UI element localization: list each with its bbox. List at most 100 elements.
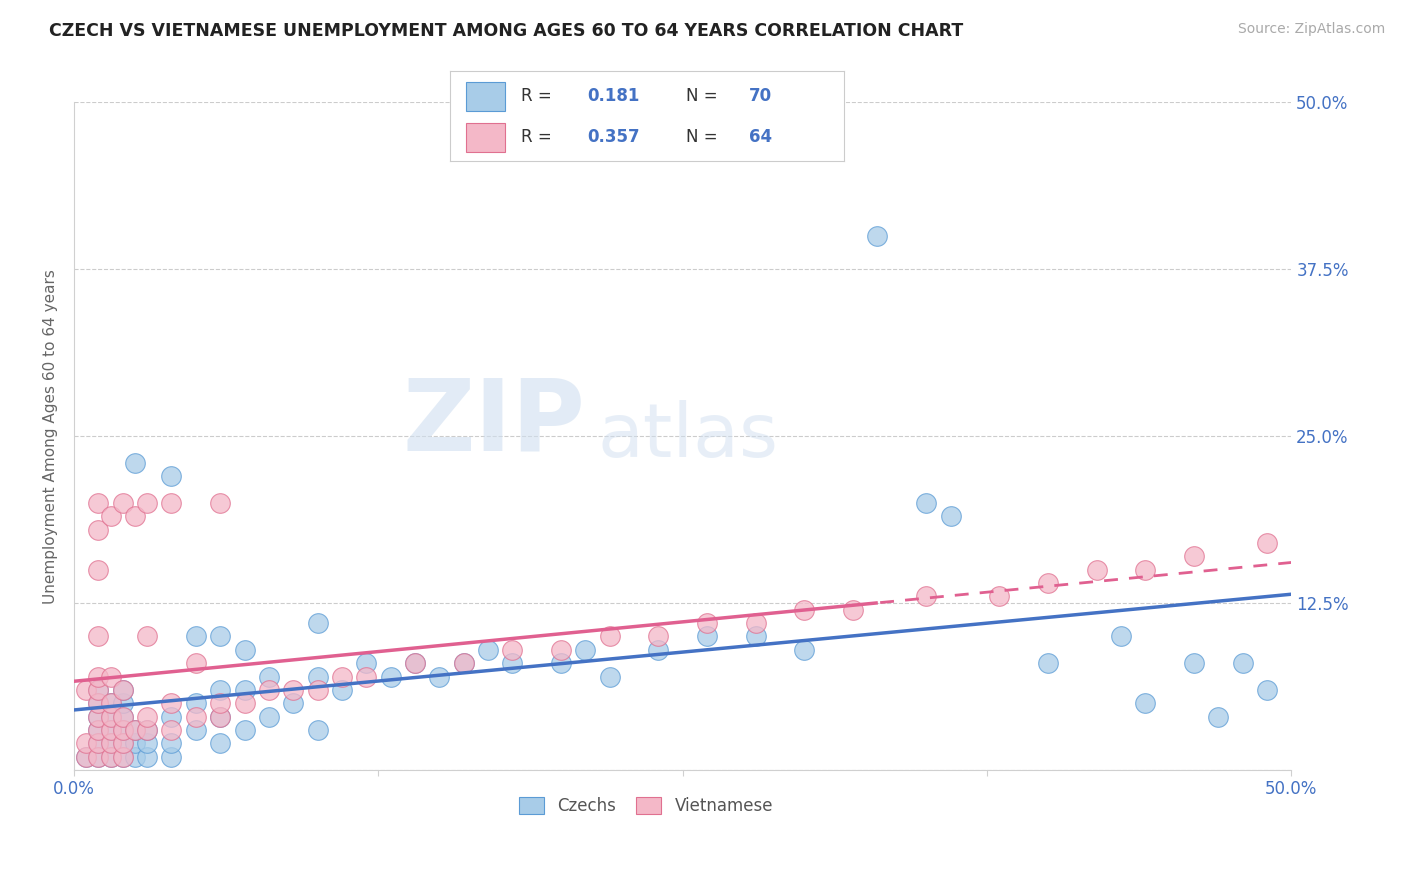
Point (160, 469, 183, 483)
Point (647, 642, 669, 657)
Point (1182, 656, 1205, 670)
Point (87, 696, 110, 710)
Point (209, 496, 232, 510)
Point (87, 563, 110, 577)
Point (100, 723, 122, 737)
Point (1085, 563, 1108, 577)
Point (100, 696, 122, 710)
Y-axis label: Unemployment Among Ages 60 to 64 years: Unemployment Among Ages 60 to 64 years (44, 268, 58, 604)
Point (1182, 549, 1205, 564)
Point (87, 669, 110, 683)
Point (696, 630, 718, 644)
Point (257, 669, 280, 683)
Point (184, 630, 207, 644)
Point (111, 723, 134, 737)
Point (988, 590, 1011, 604)
Point (599, 669, 621, 683)
Point (100, 749, 122, 764)
Bar (465, 82, 505, 111)
Point (550, 642, 572, 657)
Point (233, 682, 256, 697)
Text: R =: R = (520, 87, 557, 105)
Point (745, 616, 768, 631)
Point (136, 496, 159, 510)
Point (160, 723, 183, 737)
Text: 0.357: 0.357 (588, 128, 640, 146)
Point (100, 736, 122, 750)
Point (283, 682, 305, 697)
Point (380, 669, 402, 683)
Point (453, 656, 475, 670)
Point (184, 723, 207, 737)
Point (209, 709, 232, 723)
Point (233, 723, 256, 737)
Point (75, 682, 97, 697)
Point (330, 669, 353, 683)
Point (111, 682, 134, 697)
Point (111, 749, 134, 764)
Point (477, 642, 499, 657)
Point (404, 656, 426, 670)
Point (124, 509, 146, 524)
Point (87, 709, 110, 723)
Point (1256, 536, 1278, 550)
Point (745, 630, 768, 644)
Point (647, 630, 669, 644)
Point (307, 669, 329, 683)
Point (1208, 709, 1230, 723)
Bar (465, 123, 505, 152)
Point (160, 749, 183, 764)
Point (307, 723, 329, 737)
Point (124, 736, 146, 750)
Point (87, 682, 110, 697)
Text: Source: ZipAtlas.com: Source: ZipAtlas.com (1237, 22, 1385, 37)
Point (136, 749, 159, 764)
Point (111, 749, 134, 764)
Point (330, 682, 353, 697)
Point (233, 642, 256, 657)
Point (111, 709, 134, 723)
Point (842, 603, 865, 617)
Point (111, 496, 134, 510)
Text: 0.181: 0.181 (588, 87, 640, 105)
Point (1256, 682, 1278, 697)
Point (100, 509, 122, 524)
Point (160, 736, 183, 750)
Point (257, 682, 280, 697)
Point (915, 590, 938, 604)
Point (233, 696, 256, 710)
Text: N =: N = (686, 87, 723, 105)
Point (111, 723, 134, 737)
Point (87, 709, 110, 723)
Point (939, 509, 962, 524)
Point (184, 696, 207, 710)
Point (136, 723, 159, 737)
Point (184, 709, 207, 723)
Point (209, 682, 232, 697)
Text: ZIP: ZIP (402, 375, 585, 471)
Point (136, 709, 159, 723)
Point (87, 723, 110, 737)
Point (354, 669, 377, 683)
Point (209, 630, 232, 644)
Point (75, 736, 97, 750)
Point (209, 736, 232, 750)
Point (501, 656, 523, 670)
Point (696, 616, 718, 631)
Point (100, 709, 122, 723)
Text: 64: 64 (749, 128, 772, 146)
Point (160, 709, 183, 723)
Point (87, 749, 110, 764)
Point (550, 656, 572, 670)
Point (136, 723, 159, 737)
Point (87, 523, 110, 537)
Point (75, 749, 97, 764)
Point (1135, 563, 1157, 577)
Point (501, 642, 523, 657)
Point (184, 656, 207, 670)
Point (124, 456, 146, 470)
Point (100, 736, 122, 750)
Point (307, 682, 329, 697)
Point (257, 709, 280, 723)
Point (124, 749, 146, 764)
